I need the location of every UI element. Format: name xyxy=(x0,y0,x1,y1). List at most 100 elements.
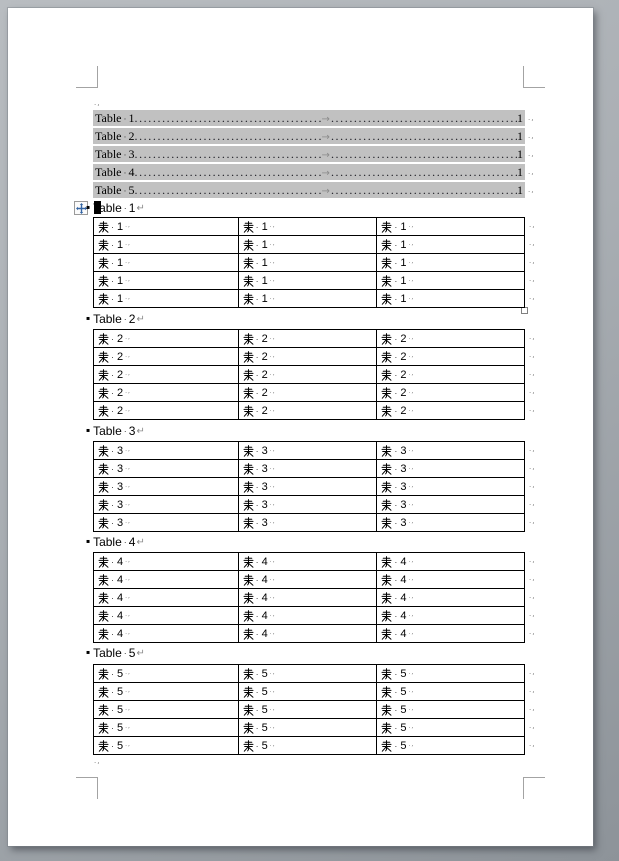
table-cell[interactable]: · 2., xyxy=(94,366,239,384)
cjk-biao-glyph xyxy=(98,238,109,251)
table-cell[interactable]: · 1., xyxy=(94,290,239,308)
table-cell[interactable]: · 5., xyxy=(94,719,239,737)
table-cell[interactable]: · 2., xyxy=(94,348,239,366)
table-cell[interactable]: · 1., xyxy=(377,290,525,308)
table-cell[interactable]: · 4., xyxy=(94,625,239,643)
table-cell[interactable]: · 2., xyxy=(377,366,525,384)
table-cell[interactable]: · 5., xyxy=(377,737,525,755)
table-cell[interactable]: · 3., xyxy=(377,496,525,514)
table-cell[interactable]: · 3., xyxy=(238,496,378,514)
table-cell[interactable]: · 2., xyxy=(238,366,378,384)
table-cell[interactable]: · 2., xyxy=(377,384,525,402)
cjk-biao-glyph xyxy=(243,516,254,529)
table-cell[interactable]: · 1., xyxy=(238,218,378,236)
table-row: · 2., · 2., · 2., xyxy=(94,348,525,366)
cjk-biao-glyph xyxy=(98,332,109,345)
table-cell[interactable]: · 4., xyxy=(377,571,525,589)
caption-table-4[interactable]: ▪ Table · 4 ↵ xyxy=(86,534,145,550)
table-cell[interactable]: · 1., xyxy=(94,272,239,290)
caption-table-5[interactable]: ▪ Table · 5 ↵ xyxy=(86,645,145,661)
cjk-biao-glyph xyxy=(243,350,254,363)
space-mark: · xyxy=(111,445,114,456)
table-cell[interactable]: · 3., xyxy=(94,442,239,460)
caption-table-3[interactable]: ▪ Table · 3 ↵ xyxy=(86,423,145,439)
table-move-handle-icon[interactable] xyxy=(74,201,88,215)
table-cell[interactable]: · 5., xyxy=(94,683,239,701)
table-cell[interactable]: · 3., xyxy=(377,460,525,478)
table-cell[interactable]: · 3., xyxy=(94,478,239,496)
table-cell[interactable]: · 2., xyxy=(238,384,378,402)
table-cell[interactable]: · 5., xyxy=(94,701,239,719)
table-cell[interactable]: · 3., xyxy=(238,460,378,478)
table-cell[interactable]: · 4., xyxy=(94,607,239,625)
table-cell[interactable]: · 2., xyxy=(377,330,525,348)
table-cell[interactable]: · 4., xyxy=(94,571,239,589)
table-resize-handle[interactable] xyxy=(521,307,528,314)
table-cell[interactable]: · 2., xyxy=(238,402,378,420)
space-mark: · xyxy=(123,648,127,658)
table-cell[interactable]: · 4., xyxy=(94,553,239,571)
table-cell[interactable]: · 5., xyxy=(238,665,378,683)
toc-entry-number: 5 xyxy=(128,183,135,197)
table-cell[interactable]: · 2., xyxy=(94,402,239,420)
table-cell[interactable]: · 1., xyxy=(377,254,525,272)
table-cell[interactable]: · 4., xyxy=(238,553,378,571)
table-cell[interactable]: · 5., xyxy=(94,737,239,755)
table-cell[interactable]: · 4., xyxy=(377,607,525,625)
table-cell[interactable]: · 1., xyxy=(238,236,378,254)
table-cell[interactable]: · 1., xyxy=(94,236,239,254)
table-cell[interactable]: · 2., xyxy=(238,348,378,366)
table-cell[interactable]: · 2., xyxy=(377,348,525,366)
table-cell[interactable]: · 5., xyxy=(377,701,525,719)
table-cell[interactable]: · 3., xyxy=(238,514,378,532)
table-cell[interactable]: · 5., xyxy=(238,683,378,701)
caption-table-2[interactable]: ▪ Table · 2 ↵ xyxy=(86,311,145,327)
table-cell[interactable]: · 5., xyxy=(238,737,378,755)
table-cell[interactable]: · 3., xyxy=(377,514,525,532)
toc-entry[interactable]: Table · 2.................................… xyxy=(93,128,525,144)
table-cell[interactable]: · 5., xyxy=(377,719,525,737)
table-cell[interactable]: · 4., xyxy=(238,589,378,607)
table-cell[interactable]: · 1., xyxy=(377,218,525,236)
table-cell[interactable]: · 3., xyxy=(377,442,525,460)
toc-entry[interactable]: Table · 5.................................… xyxy=(93,182,525,198)
table-cell[interactable]: · 4., xyxy=(238,607,378,625)
table-cell[interactable]: · 3., xyxy=(94,460,239,478)
end-of-cell-mark: ., xyxy=(269,575,276,582)
table-cell[interactable]: · 1., xyxy=(238,290,378,308)
table-cell[interactable]: · 5., xyxy=(377,683,525,701)
table-cell[interactable]: · 1., xyxy=(238,272,378,290)
table-cell[interactable]: · 1., xyxy=(94,218,239,236)
table-cell[interactable]: · 2., xyxy=(238,330,378,348)
end-of-row-mark: ., xyxy=(529,405,536,413)
toc-entry[interactable]: Table · 3.................................… xyxy=(93,146,525,162)
table-cell[interactable]: · 2., xyxy=(94,330,239,348)
table-cell[interactable]: · 5., xyxy=(377,665,525,683)
table-cell[interactable]: · 3., xyxy=(238,478,378,496)
toc-row: Table · 2.................................… xyxy=(93,128,553,144)
table-cell[interactable]: · 3., xyxy=(94,514,239,532)
end-of-cell-mark: ., xyxy=(408,611,415,618)
table-cell[interactable]: · 4., xyxy=(377,625,525,643)
table-cell[interactable]: · 4., xyxy=(94,589,239,607)
toc-entry[interactable]: Table · 1.................................… xyxy=(93,110,525,126)
table-cell[interactable]: · 3., xyxy=(94,496,239,514)
table-cell[interactable]: · 4., xyxy=(238,625,378,643)
table-cell[interactable]: · 1., xyxy=(238,254,378,272)
table-cell[interactable]: · 5., xyxy=(94,665,239,683)
table-cell[interactable]: · 5., xyxy=(238,719,378,737)
table-cell[interactable]: · 4., xyxy=(238,571,378,589)
toc-entry[interactable]: Table · 4.................................… xyxy=(93,164,525,180)
table-cell[interactable]: · 2., xyxy=(377,402,525,420)
table-cell[interactable]: · 2., xyxy=(94,384,239,402)
table-cell[interactable]: · 3., xyxy=(377,478,525,496)
table-cell[interactable]: · 1., xyxy=(377,272,525,290)
table-cell[interactable]: · 4., xyxy=(377,553,525,571)
table-cell[interactable]: · 1., xyxy=(94,254,239,272)
table-cell[interactable]: · 4., xyxy=(377,589,525,607)
caption-table-1[interactable]: ▪ Table · 1 ↵ xyxy=(86,200,145,216)
table-cell[interactable]: · 1., xyxy=(377,236,525,254)
cell-number: 1 xyxy=(117,238,124,251)
table-cell[interactable]: · 3., xyxy=(238,442,378,460)
table-cell[interactable]: · 5., xyxy=(238,701,378,719)
